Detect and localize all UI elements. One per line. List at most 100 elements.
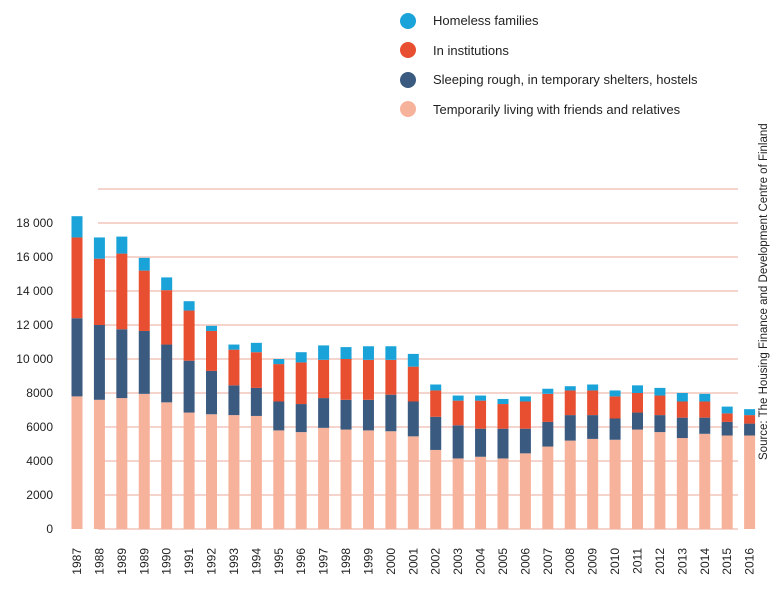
bar-segment <box>250 415 262 529</box>
bar-segment <box>609 396 621 419</box>
bar-segment <box>721 421 733 436</box>
bar-segment <box>183 310 195 361</box>
bar-segment <box>93 325 105 400</box>
y-tick-label: 6000 <box>26 420 53 434</box>
bar-segment <box>407 401 419 437</box>
x-tick-label: 1998 <box>339 548 353 575</box>
y-tick-label: 0 <box>46 522 53 536</box>
bar-segment <box>654 387 666 396</box>
bar-segment <box>71 237 83 319</box>
bar-segment <box>206 325 218 331</box>
x-axis: 1987 1988 1989 1989 1990 1991 1992 1993 1994 1995… <box>70 548 757 575</box>
x-tick-label: 1994 <box>249 548 263 575</box>
bar-segment <box>116 398 128 529</box>
bar-segment <box>273 401 285 431</box>
legend-label: In institutions <box>433 42 509 58</box>
bar-segment <box>407 366 419 402</box>
x-tick-label: 2006 <box>518 548 532 575</box>
legend-item: Temporarily living with friends and rela… <box>400 95 697 125</box>
bar-segment <box>676 438 688 529</box>
bar-segment <box>161 290 173 345</box>
y-tick-label: 18 000 <box>16 216 53 230</box>
bar-segment <box>587 384 599 391</box>
bar-segment <box>71 396 83 529</box>
legend-swatch <box>400 101 416 118</box>
bar-segment <box>318 427 330 529</box>
x-tick-label: 2015 <box>720 548 734 575</box>
bar-segment <box>407 353 419 367</box>
x-tick-label: 1993 <box>227 548 241 575</box>
bar-segment <box>542 446 554 529</box>
legend-swatch <box>400 71 416 88</box>
bar-segment <box>385 359 397 395</box>
x-tick-label: 2009 <box>586 548 600 575</box>
bar-segment <box>519 428 531 454</box>
bar-segment <box>362 346 374 360</box>
bar-segment <box>116 253 128 330</box>
bar-segment <box>138 257 150 271</box>
bar-segment <box>228 385 240 416</box>
x-tick-label: 1987 <box>70 548 84 575</box>
y-tick-label: 2000 <box>26 488 53 502</box>
bar-segment <box>632 429 643 529</box>
x-tick-label: 1996 <box>294 548 308 575</box>
bar-segment <box>340 399 352 430</box>
bar-segment <box>385 346 397 360</box>
bar-segment <box>497 398 509 405</box>
bar-segment <box>744 415 756 424</box>
bar-segment <box>587 438 599 529</box>
bar-segment <box>497 458 509 529</box>
bar-segment <box>161 344 173 403</box>
bar-segment <box>362 399 374 431</box>
y-tick-label: 16 000 <box>16 250 53 264</box>
bar-segment <box>475 395 487 401</box>
bar-segment <box>699 417 711 434</box>
bar-segment <box>452 400 464 426</box>
legend-item: Sleeping rough, in temporary shelters, h… <box>400 65 697 95</box>
bar-segment <box>138 270 150 331</box>
bar-segment <box>138 330 150 394</box>
bar-segment <box>161 277 173 291</box>
bar-segment <box>744 409 756 416</box>
x-tick-label: 1995 <box>272 548 286 575</box>
bar-segment <box>721 435 733 529</box>
bar-segment <box>744 423 756 436</box>
x-tick-label: 2007 <box>541 548 555 575</box>
bar-segment <box>295 362 307 405</box>
x-tick-label: 2008 <box>563 548 577 575</box>
bar-segment <box>654 415 666 433</box>
bar-segment <box>542 421 554 447</box>
bar-segment <box>721 406 733 414</box>
bar-segment <box>206 370 218 415</box>
y-tick-label: 8000 <box>26 386 53 400</box>
x-tick-label: 1991 <box>182 548 196 575</box>
x-tick-label: 1999 <box>361 548 375 575</box>
bar-segment <box>250 342 262 353</box>
bar-segment <box>71 216 83 238</box>
bar-segment <box>475 428 487 457</box>
bar-segment <box>295 352 307 363</box>
bar-segment <box>93 237 105 259</box>
bar-segment <box>430 416 442 450</box>
bar-segment <box>632 385 643 393</box>
bar-segment <box>318 359 330 399</box>
bar-segment <box>430 390 442 417</box>
bar-segment <box>654 395 666 416</box>
legend-label: Temporarily living with friends and rela… <box>433 101 681 117</box>
y-tick-label: 10 000 <box>16 352 53 366</box>
bar-segment <box>452 425 464 459</box>
bar-segment <box>699 393 711 402</box>
source-note: Source: The Housing Finance and Developm… <box>758 123 770 460</box>
y-tick-label: 12 000 <box>16 318 53 332</box>
x-tick-label: 2003 <box>451 548 465 575</box>
bar-segment <box>273 359 285 365</box>
x-tick-label: 2014 <box>698 548 712 575</box>
bar-segment <box>609 439 621 529</box>
bar-segment <box>340 429 352 529</box>
x-tick-label: 1997 <box>317 548 331 575</box>
bar-segment <box>228 415 240 529</box>
bar-segment <box>161 402 173 529</box>
bar-segment <box>609 418 621 440</box>
bar-segment <box>206 330 218 371</box>
bar-segment <box>609 390 621 397</box>
